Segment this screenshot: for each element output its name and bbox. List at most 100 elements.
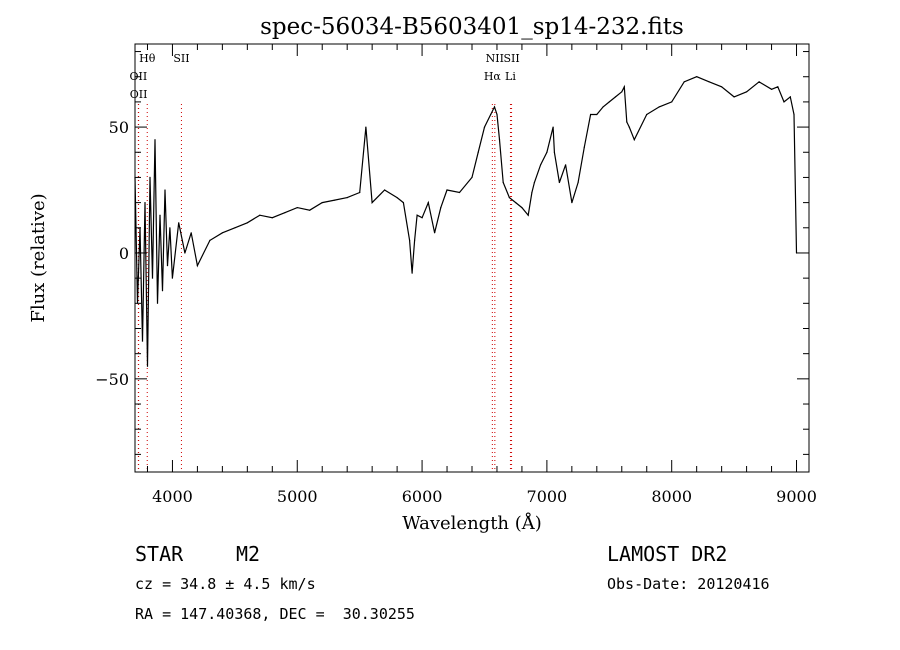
spectrum-point	[190, 232, 192, 234]
spectrum-point	[151, 277, 154, 279]
spectrum-point	[409, 239, 411, 241]
spectrum-point	[477, 151, 479, 153]
spectrum-point	[733, 96, 735, 98]
spectrum-point	[427, 202, 429, 204]
spectrum-point	[411, 272, 413, 274]
spectrum-point	[565, 164, 567, 166]
spectral-line-label: Li	[505, 70, 516, 83]
spectrum-point	[490, 113, 492, 116]
spectrum-point	[498, 139, 501, 141]
x-tick-label: 7000	[527, 487, 568, 506]
radial-velocity-line: cz = 34.8 ± 4.5 km/s	[135, 575, 316, 593]
spectrum-point	[156, 302, 159, 304]
spectrum-point	[626, 121, 628, 123]
spectrum-line	[134, 76, 798, 367]
spectrum-point	[777, 86, 779, 88]
spectrum-point	[458, 191, 461, 194]
spectrum-point	[746, 91, 748, 93]
spectrum-point	[533, 181, 536, 184]
x-axis-label: Wavelength (Å)	[402, 512, 542, 534]
spectrum-point	[159, 214, 161, 216]
spectrum-point	[540, 164, 542, 166]
spectrum-point	[471, 176, 473, 178]
spectrum-point	[721, 86, 723, 88]
spectrum-point	[149, 176, 151, 178]
spectrum-point	[596, 113, 598, 116]
y-axis-label: Flux (relative)	[28, 193, 49, 322]
spectrum-point	[789, 96, 791, 98]
spectrum-series	[134, 76, 798, 367]
spectrum-point	[196, 265, 198, 267]
spectrum-point	[646, 113, 648, 116]
spectrum-point	[683, 81, 685, 83]
spectrum-point	[209, 239, 211, 241]
spectrum-point	[184, 252, 186, 254]
spectral-line-label: NII	[486, 52, 504, 65]
spectrum-point	[141, 340, 144, 342]
spectrum-point	[178, 222, 180, 224]
spectrum-point	[502, 181, 504, 184]
spectrum-point	[771, 88, 773, 90]
chart-title: spec-56034-B5603401_sp14-232.fits	[260, 14, 684, 40]
spectrum-point	[583, 146, 585, 148]
spectrum-point	[795, 252, 798, 254]
spectrum-point	[608, 101, 610, 103]
spectrum-point	[296, 207, 298, 209]
y-tick-label: 50	[109, 118, 129, 137]
axis-ticks: 4000 5000 6000 7000 8000 9000 −50 0 50	[95, 44, 817, 506]
spectrum-point	[221, 232, 223, 234]
spectrum-point	[590, 113, 592, 116]
spectrum-point	[171, 277, 173, 279]
spectrum-point	[621, 91, 623, 93]
plot-frame	[134, 43, 810, 473]
spectrum-point	[161, 290, 164, 292]
spectrum-point	[623, 86, 625, 88]
spectrum-point	[571, 202, 573, 204]
spectrum-point	[515, 202, 517, 204]
spectrum-point	[493, 106, 496, 108]
spectrum-point	[271, 217, 273, 219]
spectrum-point	[365, 126, 367, 128]
spectrum-point	[414, 239, 416, 241]
spectral-line-label: Hα	[484, 70, 502, 83]
spectrum-point	[259, 214, 261, 216]
spectrum-point	[139, 227, 141, 229]
spectrum-point	[321, 202, 323, 204]
spectrum-point	[166, 265, 169, 267]
spectrum-point	[371, 202, 373, 204]
spectrum-point	[446, 189, 448, 191]
x-tick-label: 9000	[776, 487, 817, 506]
spectrum-point	[134, 176, 136, 178]
spectrum-point	[164, 189, 166, 191]
y-tick-label: −50	[95, 370, 129, 389]
x-tick-label: 8000	[651, 487, 692, 506]
spectrum-point	[633, 139, 635, 141]
spectrum-point	[558, 181, 561, 184]
spectrum-point	[628, 126, 630, 128]
subclass-label: M2	[236, 542, 261, 566]
spectral-line-label: Hθ	[139, 52, 156, 65]
spectrum-point	[696, 76, 698, 78]
spectrum-point	[658, 106, 660, 108]
spectrum-point	[246, 222, 248, 224]
spectrum-point	[508, 197, 510, 199]
x-tick-label: 6000	[402, 487, 443, 506]
coordinates-line: RA = 147.40368, DEC = 30.30255	[135, 605, 415, 623]
spectrum-point	[546, 151, 548, 153]
spectrum-point	[169, 227, 171, 229]
spectrum-point	[602, 106, 604, 108]
spectrum-point	[421, 217, 423, 219]
spectrum-point	[334, 199, 336, 201]
spectral-line-label: SII	[173, 52, 189, 65]
spectrum-point	[154, 139, 156, 141]
spectrum-point	[402, 202, 404, 204]
spectrum-point	[146, 365, 149, 367]
spectrum-point	[144, 202, 146, 204]
spectrum-point	[527, 214, 529, 216]
spectrum-point	[783, 101, 785, 103]
spectrum-point	[284, 212, 286, 214]
y-tick-label: 0	[119, 244, 129, 263]
spectrum-point	[136, 302, 139, 304]
spectral-line-label: OII	[130, 88, 148, 101]
class-label: STAR	[135, 542, 184, 566]
